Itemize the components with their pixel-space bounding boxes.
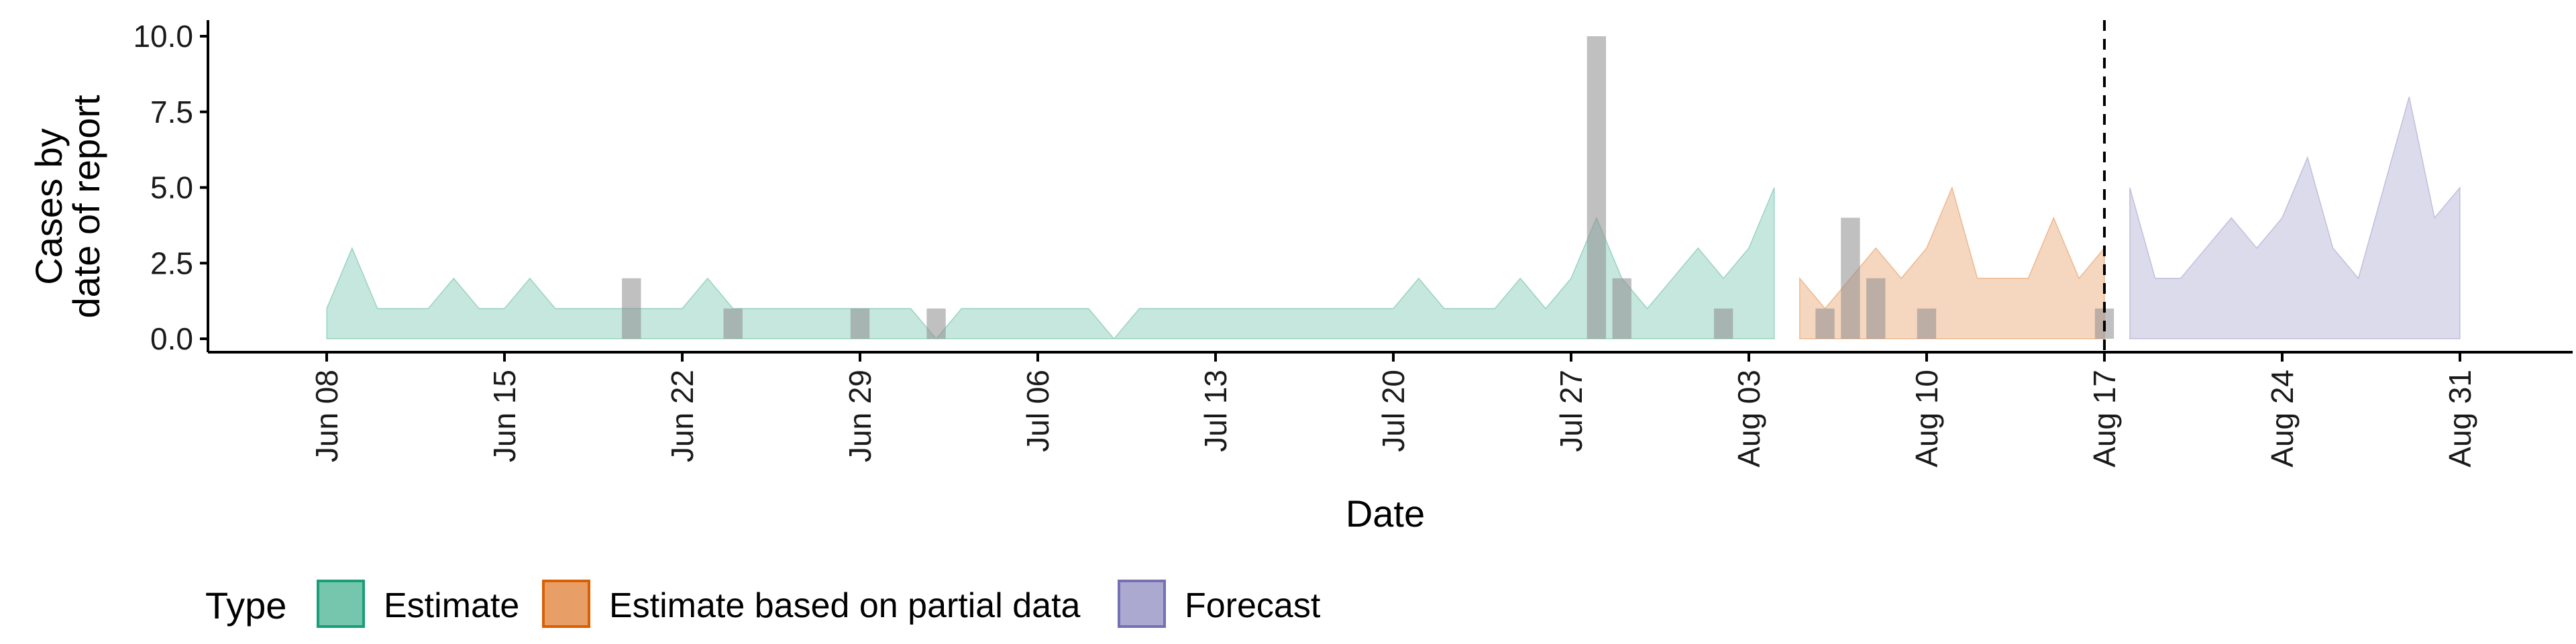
legend-label-partial: Estimate based on partial data [609,586,1081,625]
legend-swatch-partial [542,580,590,628]
legend-label-forecast: Forecast [1185,586,1321,625]
observed-bar [622,278,641,339]
legend-swatch-estimate [317,580,365,628]
observed-bar [723,308,743,339]
x-tick-label: Jul 06 [1020,370,1055,452]
y-tick-label: 5.0 [150,170,193,205]
series-areas [326,96,2461,340]
observed-bar [1713,308,1733,339]
observed-bar [1917,308,1937,339]
x-tick-label: Aug 17 [2087,370,2122,468]
y-axis-ticks: 0.0 2.5 5.0 7.5 10.0 [133,19,208,356]
observed-bar [1587,36,1607,339]
y-tick-label: 7.5 [150,95,193,129]
y-tick-label: 2.5 [150,246,193,280]
x-tick-label: Aug 24 [2265,370,2300,468]
observed-bars [622,36,2114,339]
x-axis-ticks: Jun 08 Jun 15 Jun 22 Jun 29 Jul 06 Jul 13 Jul … [309,352,2477,468]
x-tick-label: Aug 10 [1909,370,1944,468]
observed-bar [1612,278,1631,339]
observed-bar [1866,278,1886,339]
x-tick-label: Jun 22 [665,370,700,462]
x-tick-label: Jul 13 [1198,370,1233,452]
legend-title: Type [205,584,286,627]
x-tick-label: Aug 03 [1731,370,1766,468]
y-axis-title: Cases by date of report [28,95,107,319]
legend-swatch-forecast [1118,580,1166,628]
x-tick-label: Jul 27 [1554,370,1589,452]
observed-bar [1815,308,1835,339]
series-area-0 [326,187,1775,340]
y-tick-label: 0.0 [150,321,193,356]
legend-label-estimate: Estimate [384,586,519,625]
x-axis-title: Date [1346,492,1425,535]
observed-bar [926,308,946,339]
x-tick-label: Jun 08 [309,370,344,462]
legend: Type Estimate Estimate based on partial … [205,580,1321,628]
series-area-2 [2129,96,2461,339]
y-axis-title-line2: date of report [65,95,107,319]
observed-bar [1841,217,1860,339]
x-tick-label: Jun 29 [843,370,877,462]
x-tick-label: Jul 20 [1376,370,1411,452]
x-tick-label: Aug 31 [2443,370,2477,468]
x-tick-label: Jun 15 [487,370,522,462]
y-axis-title-line1: Cases by [28,128,70,284]
observed-bar [850,308,870,339]
y-tick-label: 10.0 [133,19,193,54]
